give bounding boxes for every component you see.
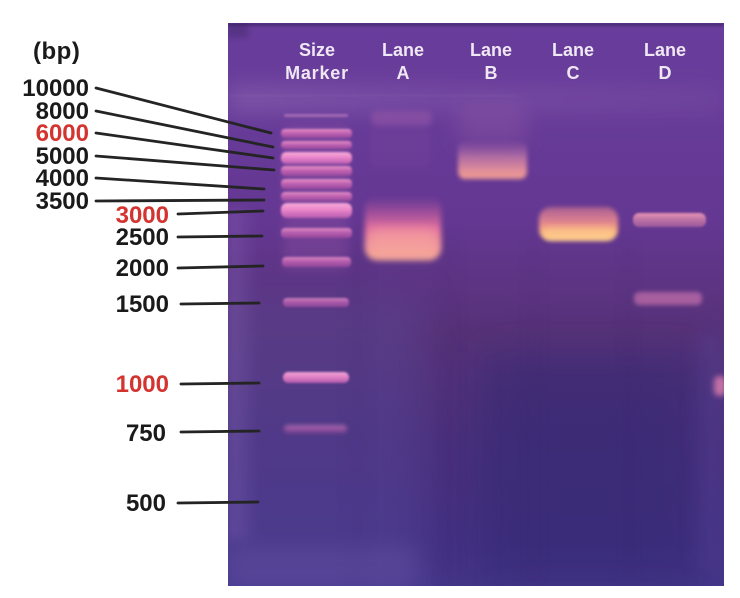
svg-text:Lane: Lane — [644, 40, 686, 60]
svg-text:1500: 1500 — [116, 291, 169, 318]
svg-text:Lane: Lane — [552, 40, 594, 60]
svg-text:D: D — [659, 63, 672, 83]
svg-text:2000: 2000 — [116, 255, 169, 282]
svg-text:Marker: Marker — [285, 63, 349, 83]
svg-text:500: 500 — [126, 490, 166, 517]
svg-text:2500: 2500 — [116, 224, 169, 251]
svg-text:3500: 3500 — [36, 188, 89, 215]
svg-text:6000: 6000 — [36, 120, 89, 147]
svg-text:3000: 3000 — [116, 202, 169, 229]
svg-text:4000: 4000 — [36, 165, 89, 192]
svg-text:Size: Size — [299, 40, 335, 60]
svg-text:Lane: Lane — [470, 40, 512, 60]
svg-text:5000: 5000 — [36, 143, 89, 170]
svg-text:1000: 1000 — [116, 371, 169, 398]
svg-text:(bp): (bp) — [33, 38, 80, 65]
svg-text:Lane: Lane — [382, 40, 424, 60]
svg-text:750: 750 — [126, 420, 166, 447]
svg-text:A: A — [397, 63, 410, 83]
svg-text:C: C — [567, 63, 580, 83]
svg-text:B: B — [485, 63, 498, 83]
svg-text:10000: 10000 — [22, 75, 89, 102]
svg-text:8000: 8000 — [36, 98, 89, 125]
